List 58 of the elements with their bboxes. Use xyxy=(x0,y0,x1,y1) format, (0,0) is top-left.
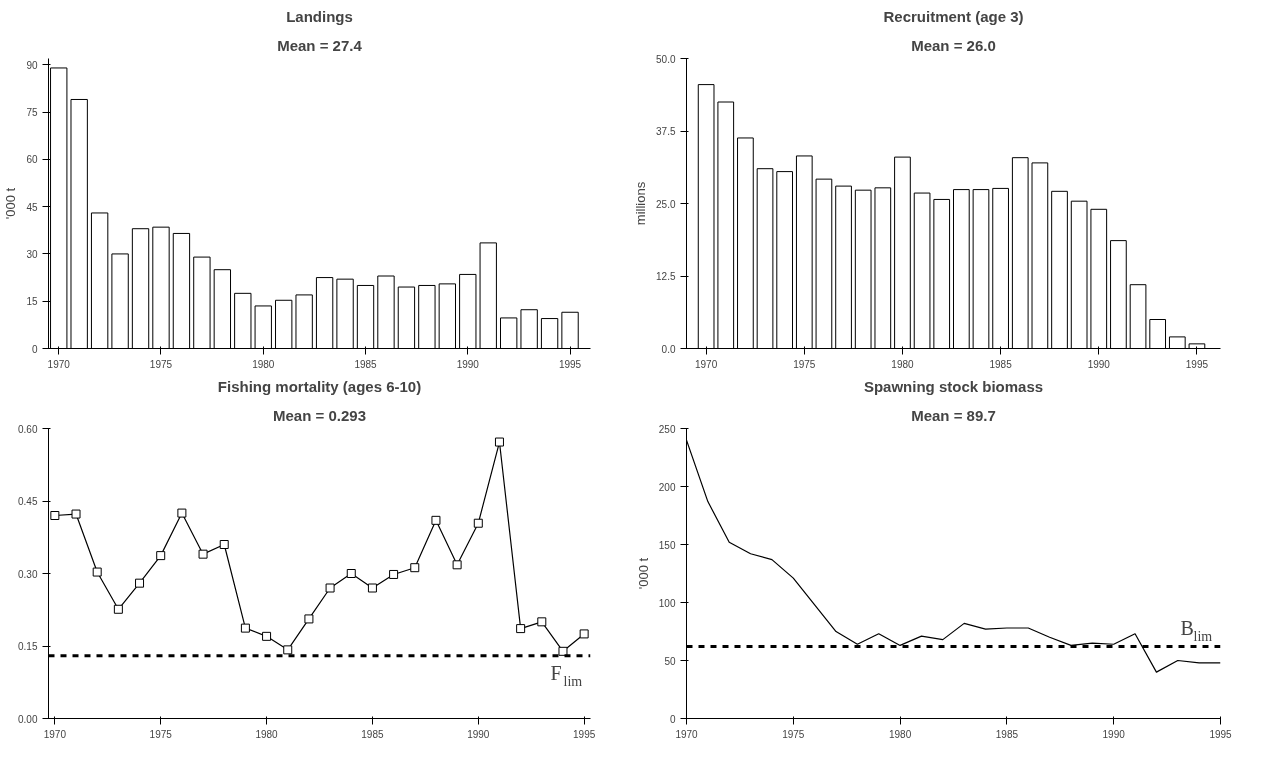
chart-title: Fishing mortality (ages 6-10) xyxy=(217,377,422,395)
y-tick-label: 75 xyxy=(26,107,38,119)
chart-title: Spawning stock biomass xyxy=(863,377,1044,395)
x-tick-label: 1995 xyxy=(1209,728,1233,740)
y-tick-label: 250 xyxy=(658,423,676,435)
y-tick-label: 0 xyxy=(669,713,676,725)
chart-title: Landings xyxy=(286,7,353,25)
x-tick-label: 1980 xyxy=(252,358,275,370)
y-tick-label: 15 xyxy=(26,296,38,308)
x-tick-label: 1985 xyxy=(354,358,378,370)
y-tick-label: 90 xyxy=(26,59,38,71)
y-tick-label: 50.0 xyxy=(656,53,676,65)
y-tick-label: 50 xyxy=(664,655,676,667)
chart-subtitle: Mean = 27.4 xyxy=(277,36,363,54)
y-tick-label: 12.5 xyxy=(656,271,676,282)
y-tick-label: 0.0 xyxy=(661,343,676,355)
y-tick-label: 0.45 xyxy=(18,496,38,507)
x-tick-label: 1995 xyxy=(558,358,582,370)
x-tick-label: 1985 xyxy=(361,728,384,740)
x-tick-label: 1970 xyxy=(675,728,699,740)
y-axis-title: '000 t xyxy=(635,557,651,590)
x-tick-label: 1980 xyxy=(888,728,912,740)
y-axis-title: millions xyxy=(633,181,649,226)
y-tick-label: 0.15 xyxy=(18,641,38,652)
x-tick-label: 1975 xyxy=(149,728,173,740)
x-tick-label: 1975 xyxy=(793,358,816,370)
x-tick-label: 1975 xyxy=(782,728,805,740)
y-tick-label: 100 xyxy=(658,597,676,609)
y-tick-label: 37.5 xyxy=(656,126,676,137)
y-tick-label: 25.0 xyxy=(656,198,676,210)
y-tick-label: 0.00 xyxy=(18,713,38,725)
chart-subtitle: Mean = 26.0 xyxy=(911,36,996,54)
y-tick-label: 45 xyxy=(26,201,38,213)
x-tick-label: 1990 xyxy=(1102,728,1126,740)
x-tick-label: 1970 xyxy=(695,358,718,370)
y-tick-label: 0 xyxy=(31,343,38,355)
x-tick-label: 1970 xyxy=(47,358,71,370)
chart-subtitle: Mean = 89.7 xyxy=(911,406,996,424)
x-tick-label: 1995 xyxy=(573,728,596,740)
chart-title: Recruitment (age 3) xyxy=(883,7,1024,25)
x-tick-label: 1970 xyxy=(43,728,67,740)
y-axis-title: '000 t xyxy=(3,187,19,220)
y-tick-label: 150 xyxy=(658,539,676,551)
x-tick-label: 1990 xyxy=(467,728,490,740)
y-tick-label: 60 xyxy=(26,154,38,166)
x-tick-label: 1985 xyxy=(989,358,1013,370)
x-tick-label: 1985 xyxy=(995,728,1019,740)
x-tick-label: 1990 xyxy=(1087,358,1111,370)
x-tick-label: 1975 xyxy=(149,358,173,370)
chart-subtitle: Mean = 0.293 xyxy=(273,406,366,424)
y-tick-label: 0.60 xyxy=(18,423,38,435)
x-tick-label: 1980 xyxy=(255,728,279,740)
y-tick-label: 0.30 xyxy=(18,568,38,580)
x-tick-label: 1995 xyxy=(1185,358,1209,370)
x-tick-label: 1980 xyxy=(891,358,915,370)
y-tick-label: 200 xyxy=(658,481,676,493)
x-tick-label: 1990 xyxy=(456,358,480,370)
y-tick-label: 30 xyxy=(26,248,38,260)
